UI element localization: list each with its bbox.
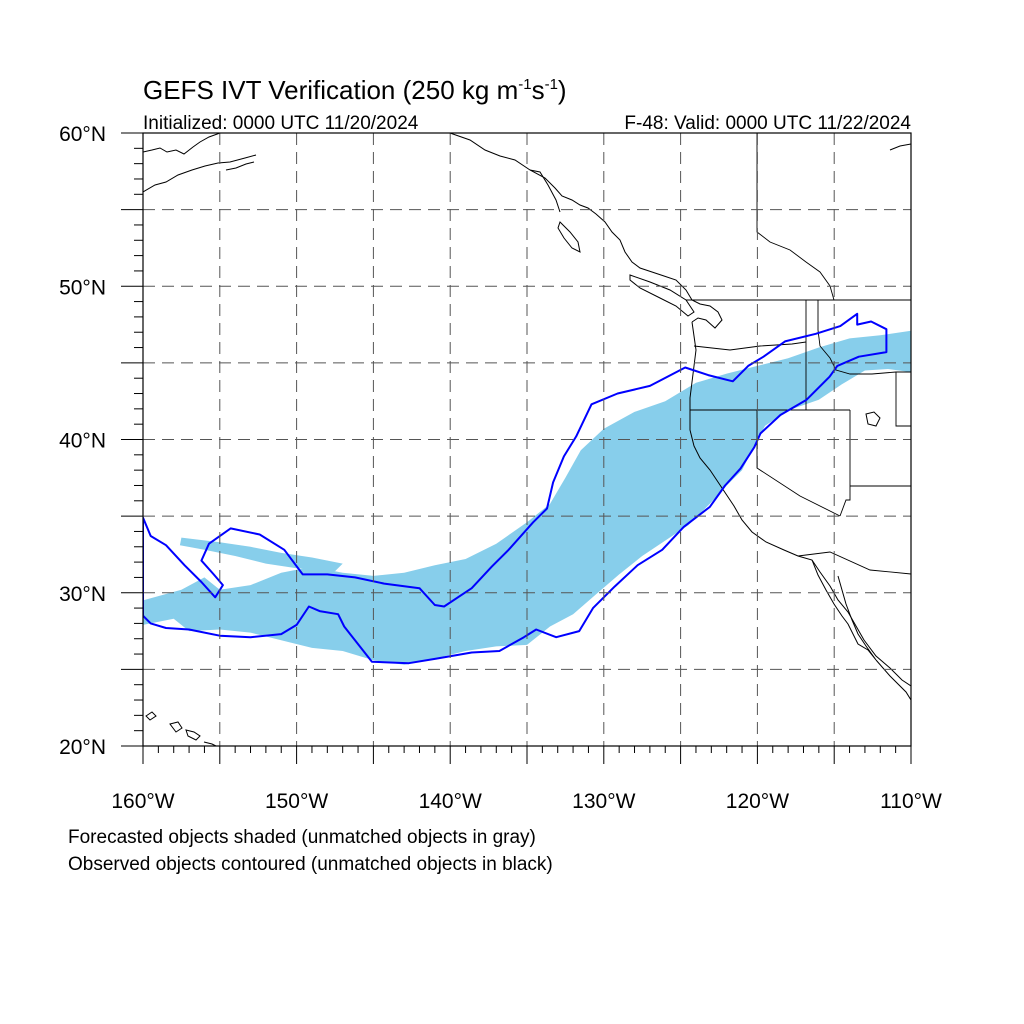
border-nevada-utah [839, 410, 851, 517]
title-sup-2: -1 [545, 76, 558, 93]
lon-tick-label: 150°W [265, 790, 328, 813]
title-sup-1: -1 [518, 76, 531, 93]
longitude-labels: 160°W 150°W 140°W 130°W 120°W 110°W [111, 790, 942, 813]
coastline-hawaii-3 [185, 729, 201, 741]
subtitle-initialized: Initialized: 0000 UTC 11/20/2024 [143, 113, 419, 134]
title-end: ) [558, 75, 567, 105]
lon-tick-label: 110°W [880, 790, 942, 813]
coastline-mexico [875, 659, 911, 701]
border-washington-oregon [693, 341, 807, 351]
lat-tick-label: 20°N [59, 736, 106, 759]
coastline-northeast [889, 143, 911, 151]
coastline-islands-1 [529, 169, 561, 213]
border-canada-alaska [756, 133, 835, 301]
coastline-alaska-peninsula [143, 154, 257, 193]
subtitle-valid: F-48: Valid: 0000 UTC 11/22/2024 [624, 113, 911, 134]
coastline-british-columbia [449, 133, 723, 329]
title-main: GEFS IVT Verification (250 kg m [143, 75, 518, 105]
axis-ticks [121, 132, 912, 764]
coastline-baja [811, 559, 877, 661]
observed-object-contour [143, 312, 888, 665]
coastline-kodiak [225, 161, 255, 171]
title-mid: s [532, 75, 545, 105]
lat-tick-label: 30°N [59, 583, 106, 606]
lon-tick-label: 130°W [572, 790, 635, 813]
coastline-alaska [143, 133, 221, 155]
forecast-object-secondary [179, 537, 343, 572]
chart-title: GEFS IVT Verification (250 kg m-1s-1) [143, 75, 567, 105]
political-borders [686, 133, 911, 575]
coastline-salt-lake [865, 411, 881, 427]
coastline-vancouver-island [629, 274, 695, 317]
lon-tick-label: 120°W [726, 790, 789, 813]
grid-lines [143, 133, 911, 746]
lat-tick-label: 40°N [59, 430, 106, 453]
lat-tick-label: 60°N [59, 123, 106, 146]
footer-forecast-note: Forecasted objects shaded (unmatched obj… [68, 827, 536, 848]
latitude-labels: 60°N 50°N 40°N 30°N 20°N [59, 123, 106, 759]
coastline-us-west [689, 321, 911, 687]
border-idaho-montana [817, 300, 911, 375]
forecast-object [143, 330, 911, 665]
map-plot-area [143, 133, 911, 746]
border-us-mexico [797, 551, 911, 575]
coastline-hawaii-4 [203, 741, 217, 746]
border-wyoming [895, 372, 911, 427]
lon-tick-label: 160°W [111, 790, 174, 813]
coastline-hawaii-2 [169, 721, 183, 733]
footer-observed-note: Observed objects contoured (unmatched ob… [68, 854, 553, 875]
coastlines [143, 133, 911, 746]
lon-tick-label: 140°W [419, 790, 482, 813]
lat-tick-label: 50°N [59, 276, 106, 299]
coastline-hawaii-1 [145, 711, 157, 721]
coastline-haida-gwaii [557, 221, 581, 253]
